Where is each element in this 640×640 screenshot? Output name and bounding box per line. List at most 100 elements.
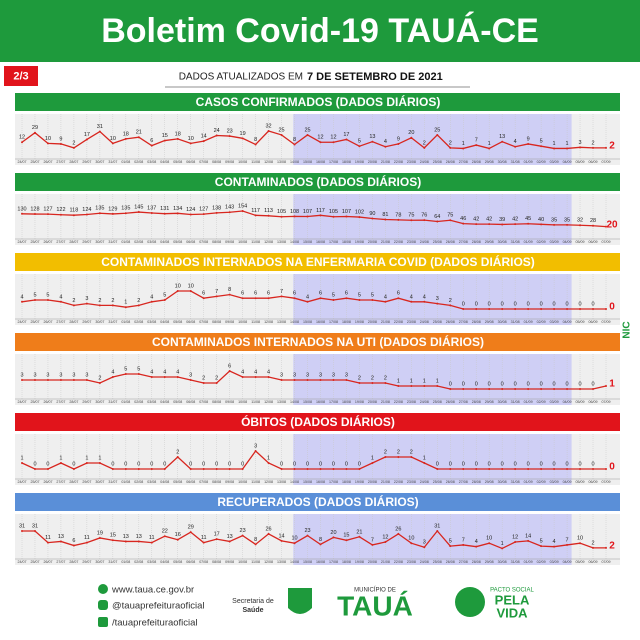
data-point	[566, 147, 569, 150]
data-point	[59, 462, 62, 464]
data-point	[254, 450, 257, 452]
data-label: 5	[540, 139, 543, 145]
data-label: 21	[136, 130, 142, 136]
data-label: 0	[475, 461, 478, 467]
x-tick-label: 01/08	[121, 480, 130, 484]
data-label: 13	[227, 534, 233, 540]
data-label: 12	[330, 135, 336, 141]
data-label: 108	[290, 209, 299, 215]
x-tick-label: 08/08	[212, 320, 221, 324]
data-point	[241, 468, 244, 470]
x-tick-label: 27/08	[459, 240, 468, 244]
x-tick-label: 29/07	[82, 160, 91, 164]
data-label: 5	[46, 292, 49, 298]
data-point	[163, 299, 166, 301]
data-point	[293, 542, 296, 545]
data-label: 129	[108, 206, 117, 212]
x-tick-label: 23/08	[407, 480, 416, 484]
data-point	[579, 542, 582, 545]
x-tick-label: 23/08	[407, 320, 416, 324]
x-tick-label: 01/08	[121, 560, 130, 564]
pela: PELA	[495, 592, 530, 607]
x-tick-label: 27/08	[459, 560, 468, 564]
data-label: 4	[254, 369, 257, 375]
data-point	[332, 468, 335, 470]
x-tick-label: 24/07	[18, 480, 27, 484]
data-point	[332, 299, 335, 301]
x-tick-label: 07/09	[602, 560, 611, 564]
secretaria: Secretaria de	[232, 598, 274, 605]
data-point	[137, 373, 140, 375]
x-tick-label: 22/08	[394, 400, 403, 404]
data-label: 2	[202, 375, 205, 381]
data-point	[33, 213, 36, 216]
data-point	[254, 143, 257, 146]
x-tick-label: 10/08	[238, 560, 247, 564]
data-label: 2	[111, 298, 114, 304]
x-tick-label: 03/08	[147, 400, 156, 404]
data-point	[293, 379, 296, 381]
data-label: 35	[564, 217, 570, 223]
data-point	[579, 308, 582, 310]
data-point	[21, 530, 23, 532]
municipio: MUNICÍPIO DE	[354, 587, 396, 594]
data-point	[332, 141, 335, 144]
data-label: 6	[72, 538, 75, 544]
data-point	[111, 142, 114, 145]
data-point	[397, 385, 400, 387]
data-label: 15	[343, 533, 349, 539]
x-tick-label: 31/08	[511, 560, 520, 564]
instagram: @tauaprefeituraoficial	[112, 601, 205, 612]
data-point	[436, 385, 439, 387]
data-label: 0	[345, 461, 348, 467]
data-label: 76	[421, 213, 427, 219]
nic-logo: NIC	[622, 321, 633, 338]
x-tick-label: 03/09	[550, 320, 559, 324]
data-label: 46	[460, 216, 466, 222]
data-label: 0	[163, 461, 166, 467]
data-point	[150, 376, 153, 378]
x-tick-label: 28/07	[69, 240, 78, 244]
data-point	[462, 543, 465, 546]
x-tick-label: 25/07	[30, 320, 39, 324]
data-point	[241, 297, 244, 300]
data-label: 122	[56, 207, 65, 213]
x-tick-label: 14/08	[290, 320, 299, 324]
data-point	[488, 542, 491, 545]
data-label: 42	[486, 217, 492, 223]
data-point	[189, 379, 192, 381]
data-point	[592, 146, 595, 149]
data-label: 19	[97, 530, 103, 536]
data-line	[21, 210, 607, 228]
x-tick-label: 30/07	[95, 480, 104, 484]
chart-title: RECUPERADOS (DADOS DIÁRIOS)	[217, 494, 418, 509]
data-point	[358, 299, 361, 301]
data-label: 14	[201, 134, 207, 140]
data-point	[358, 382, 361, 384]
data-point	[124, 137, 127, 140]
x-tick-label: 06/08	[186, 560, 195, 564]
x-tick-label: 28/07	[69, 320, 78, 324]
data-point	[176, 456, 179, 458]
data-point	[150, 211, 153, 214]
x-tick-label: 12/08	[264, 560, 273, 564]
x-tick-label: 05/09	[576, 560, 585, 564]
data-label: 1	[371, 455, 374, 461]
x-tick-label: 29/08	[485, 480, 494, 484]
x-tick-label: 31/08	[511, 400, 520, 404]
x-tick-label: 09/08	[225, 400, 234, 404]
x-tick-label: 11/08	[251, 480, 260, 484]
data-label: 0	[189, 461, 192, 467]
x-tick-label: 16/08	[316, 160, 325, 164]
x-tick-label: 01/08	[121, 400, 130, 404]
data-label: 25	[304, 127, 310, 133]
taua: TAUÁ	[337, 590, 413, 621]
data-label: 29	[188, 525, 194, 531]
data-point	[267, 297, 270, 300]
data-point	[475, 388, 478, 390]
data-label: 78	[395, 212, 401, 218]
x-tick-label: 11/08	[251, 560, 260, 564]
data-point	[306, 468, 309, 470]
x-tick-label: 12/08	[264, 400, 273, 404]
x-tick-label: 25/07	[30, 400, 39, 404]
